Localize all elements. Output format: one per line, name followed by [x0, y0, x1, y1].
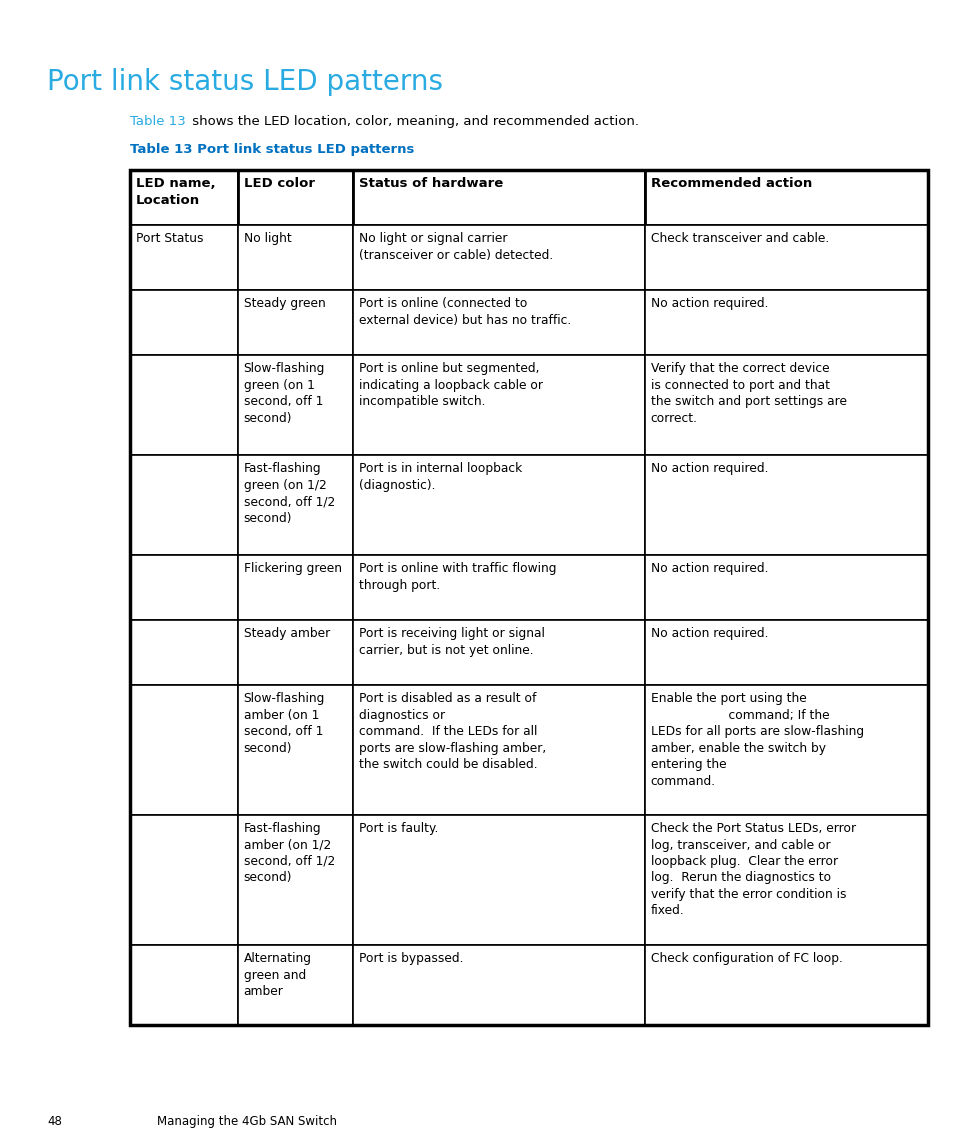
- Bar: [644, 290, 927, 355]
- Text: Port is online (connected to
external device) but has no traffic.: Port is online (connected to external de…: [359, 297, 571, 326]
- Text: Fast-flashing
green (on 1/2
second, off 1/2
second): Fast-flashing green (on 1/2 second, off …: [243, 461, 335, 524]
- Text: Steady amber: Steady amber: [243, 627, 330, 640]
- Bar: [130, 555, 237, 619]
- Bar: [237, 555, 353, 619]
- Text: Check transceiver and cable.: Check transceiver and cable.: [650, 232, 828, 245]
- Text: Check configuration of FC loop.: Check configuration of FC loop.: [650, 951, 841, 965]
- Bar: [237, 226, 353, 290]
- Bar: [644, 455, 927, 555]
- Bar: [353, 355, 644, 455]
- Text: Flickering green: Flickering green: [243, 562, 341, 575]
- Text: Check the Port Status LEDs, error
log, transceiver, and cable or
loopback plug. : Check the Port Status LEDs, error log, t…: [650, 822, 855, 917]
- Text: Alternating
green and
amber: Alternating green and amber: [243, 951, 312, 998]
- Text: No action required.: No action required.: [650, 562, 767, 575]
- Text: No light: No light: [243, 232, 292, 245]
- Bar: [644, 169, 927, 226]
- Text: Status of hardware: Status of hardware: [359, 177, 503, 190]
- Text: 48: 48: [47, 1115, 62, 1128]
- Bar: [644, 555, 927, 619]
- Bar: [644, 685, 927, 815]
- Bar: [130, 945, 237, 1025]
- Text: Port is faulty.: Port is faulty.: [359, 822, 438, 835]
- Text: Fast-flashing
amber (on 1/2
second, off 1/2
second): Fast-flashing amber (on 1/2 second, off …: [243, 822, 335, 884]
- Bar: [353, 815, 644, 945]
- Bar: [130, 685, 237, 815]
- Text: Port is online with traffic flowing
through port.: Port is online with traffic flowing thro…: [359, 562, 557, 592]
- Text: LED color: LED color: [243, 177, 314, 190]
- Bar: [237, 619, 353, 685]
- Text: Enable the port using the
                    command; If the
LEDs for all ports: Enable the port using the command; If th…: [650, 692, 862, 788]
- Bar: [353, 169, 644, 226]
- Text: No action required.: No action required.: [650, 627, 767, 640]
- Text: Table 13 Port link status LED patterns: Table 13 Port link status LED patterns: [130, 143, 414, 156]
- Text: Slow-flashing
amber (on 1
second, off 1
second): Slow-flashing amber (on 1 second, off 1 …: [243, 692, 325, 755]
- Text: Port Status: Port Status: [136, 232, 203, 245]
- Bar: [130, 619, 237, 685]
- Bar: [237, 815, 353, 945]
- Bar: [237, 455, 353, 555]
- Text: No action required.: No action required.: [650, 297, 767, 310]
- Bar: [237, 169, 353, 226]
- Bar: [644, 355, 927, 455]
- Text: Slow-flashing
green (on 1
second, off 1
second): Slow-flashing green (on 1 second, off 1 …: [243, 362, 325, 425]
- Bar: [237, 355, 353, 455]
- Bar: [353, 555, 644, 619]
- Text: Port is disabled as a result of
diagnostics or
command.  If the LEDs for all
por: Port is disabled as a result of diagnost…: [359, 692, 546, 771]
- Bar: [130, 355, 237, 455]
- Text: Port link status LED patterns: Port link status LED patterns: [47, 68, 442, 96]
- Bar: [644, 619, 927, 685]
- Bar: [644, 945, 927, 1025]
- Text: Port is bypassed.: Port is bypassed.: [359, 951, 463, 965]
- Text: Table 13: Table 13: [130, 114, 186, 128]
- Bar: [353, 455, 644, 555]
- Bar: [353, 290, 644, 355]
- Bar: [130, 455, 237, 555]
- Bar: [353, 945, 644, 1025]
- Bar: [130, 169, 927, 1025]
- Bar: [353, 226, 644, 290]
- Bar: [130, 290, 237, 355]
- Bar: [237, 685, 353, 815]
- Text: LED name,
Location: LED name, Location: [136, 177, 215, 206]
- Text: shows the LED location, color, meaning, and recommended action.: shows the LED location, color, meaning, …: [188, 114, 639, 128]
- Text: Port is receiving light or signal
carrier, but is not yet online.: Port is receiving light or signal carrie…: [359, 627, 545, 656]
- Bar: [130, 815, 237, 945]
- Text: Steady green: Steady green: [243, 297, 325, 310]
- Bar: [130, 226, 237, 290]
- Text: No action required.: No action required.: [650, 461, 767, 475]
- Bar: [353, 685, 644, 815]
- Text: No light or signal carrier
(transceiver or cable) detected.: No light or signal carrier (transceiver …: [359, 232, 553, 261]
- Text: Recommended action: Recommended action: [650, 177, 811, 190]
- Bar: [644, 815, 927, 945]
- Text: Managing the 4Gb SAN Switch: Managing the 4Gb SAN Switch: [157, 1115, 336, 1128]
- Text: Verify that the correct device
is connected to port and that
the switch and port: Verify that the correct device is connec…: [650, 362, 846, 425]
- Bar: [353, 619, 644, 685]
- Text: Port is online but segmented,
indicating a loopback cable or
incompatible switch: Port is online but segmented, indicating…: [359, 362, 543, 408]
- Bar: [237, 290, 353, 355]
- Bar: [237, 945, 353, 1025]
- Bar: [130, 169, 237, 226]
- Text: Port is in internal loopback
(diagnostic).: Port is in internal loopback (diagnostic…: [359, 461, 522, 491]
- Bar: [644, 226, 927, 290]
